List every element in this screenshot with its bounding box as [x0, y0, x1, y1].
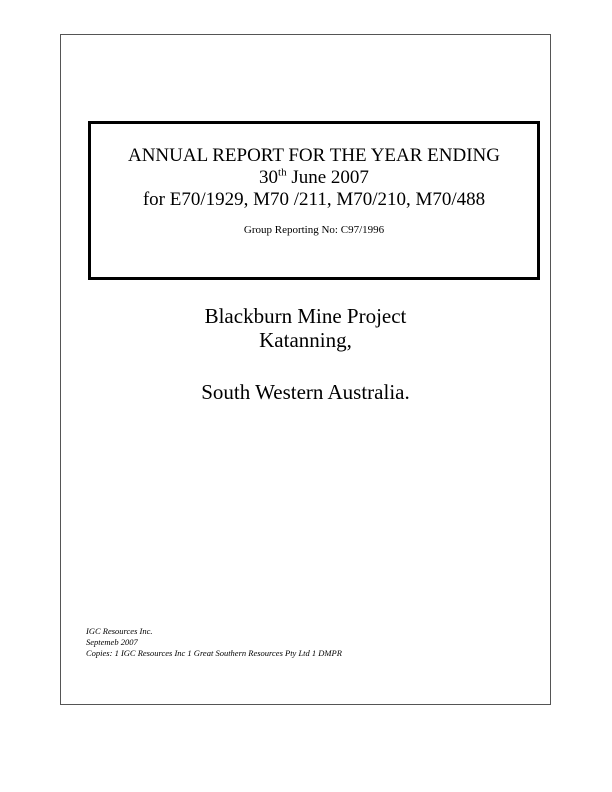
report-date-suffix: th	[278, 166, 287, 179]
footer-date: Septemeb 2007	[86, 637, 138, 647]
report-tenements: for E70/1929, M70 /211, M70/210, M70/488	[142, 189, 486, 210]
report-date-rest: June 2007	[286, 167, 369, 188]
project-name: Blackburn Mine Project	[204, 304, 407, 328]
footer-company: IGC Resources Inc.	[86, 626, 153, 636]
title-box: ANNUAL REPORT FOR THE YEAR ENDING 30th J…	[88, 121, 540, 280]
page-border	[60, 34, 551, 705]
footer-copies: Copies: 1 IGC Resources Inc 1 Great Sout…	[86, 648, 342, 658]
project-town: Katanning,	[259, 328, 352, 352]
report-date-day: 30	[259, 167, 279, 188]
report-date: 30th June 2007	[91, 167, 537, 189]
project-region: South Western Australia.	[201, 380, 410, 404]
group-reporting-number: Group Reporting No: C97/1996	[243, 224, 385, 236]
footer: IGC Resources Inc. Septemeb 2007 Copies:…	[86, 626, 342, 659]
report-title: ANNUAL REPORT FOR THE YEAR ENDING	[127, 145, 500, 166]
